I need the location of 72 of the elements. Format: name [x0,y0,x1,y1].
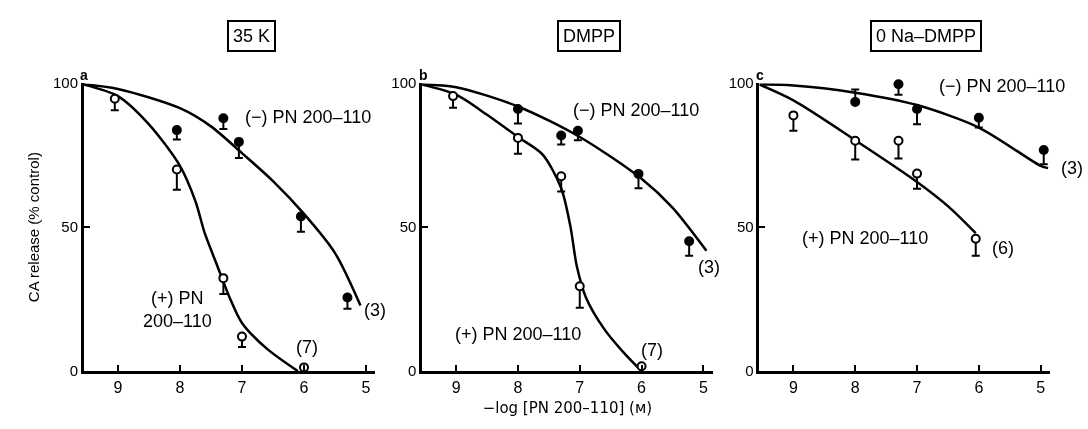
chart-title: 0 Na–DMPP [876,26,977,46]
x-tick-label: 6 [637,379,647,397]
x-tick-label: 9 [451,379,461,397]
chart-title: 35 K [233,26,271,46]
annotation: (−) PN 200–110 [573,100,700,120]
chart-subtitle: b [419,67,428,83]
point [512,104,523,115]
annotation: (7) [296,337,318,357]
point [171,164,182,175]
y-tick-label: 50 [61,218,79,236]
y-axis-title: CA release (% control) [25,152,43,303]
x-tick-label: 8 [175,379,185,397]
x-axis-title: −log [PN 200–110] (ᴍ) [482,399,653,418]
point [556,130,567,141]
point [295,211,306,222]
x-tick-label: 5 [698,379,708,397]
point [218,113,229,124]
chart-subtitle: a [80,67,88,83]
y-tick-label: 50 [399,218,417,236]
point [556,171,567,182]
annotation: (−) PN 200–110 [939,76,1066,96]
annotation: (7) [641,340,663,360]
point [970,233,981,244]
x-tick-label: 7 [575,379,585,397]
y-tick-label: 100 [728,74,754,92]
point [218,273,229,284]
annotation: (+) PN 200–110 [455,324,582,344]
annotation: (−) PN 200–110 [245,107,372,127]
annotation: (+) PN 200–110 [802,228,929,248]
point [893,135,904,146]
point [512,132,523,143]
point [1038,144,1049,155]
annotation: (3) [364,300,386,320]
point [236,331,247,342]
chart-subtitle: c [756,67,764,83]
point [684,236,695,247]
point [912,168,923,179]
x-tick-label: 5 [1036,379,1046,397]
y-tick-label: 100 [391,74,417,92]
point [109,93,120,104]
point [574,281,585,292]
chart-title: DMPP [563,26,616,46]
point [633,168,644,179]
point [788,110,799,121]
point [572,125,583,136]
annotation: (+) PN 200–110 [143,288,212,332]
point [850,135,861,146]
x-tick-label: 7 [237,379,247,397]
y-tick-label: 0 [69,362,79,380]
point [973,112,984,123]
x-tick-label: 9 [788,379,798,397]
y-tick-label: 100 [52,74,79,92]
x-tick-label: 8 [513,379,523,397]
y-tick-label: 0 [408,362,417,380]
x-tick-label: 5 [361,379,371,397]
point [912,104,923,115]
x-tick-label: 9 [113,379,123,397]
point [342,292,353,303]
point [233,136,244,147]
y-tick-label: 0 [745,362,754,380]
annotation: (6) [992,238,1014,258]
y-tick-label: 50 [736,218,754,236]
text: (3) [1061,158,1083,178]
annotation: (3) [698,257,720,277]
point [171,125,182,136]
x-tick-label: 7 [912,379,922,397]
x-tick-label: 6 [299,379,309,397]
x-tick-label: 6 [974,379,984,397]
point [448,91,459,102]
x-tick-label: 8 [850,379,860,397]
point [850,96,861,107]
point [893,79,904,90]
